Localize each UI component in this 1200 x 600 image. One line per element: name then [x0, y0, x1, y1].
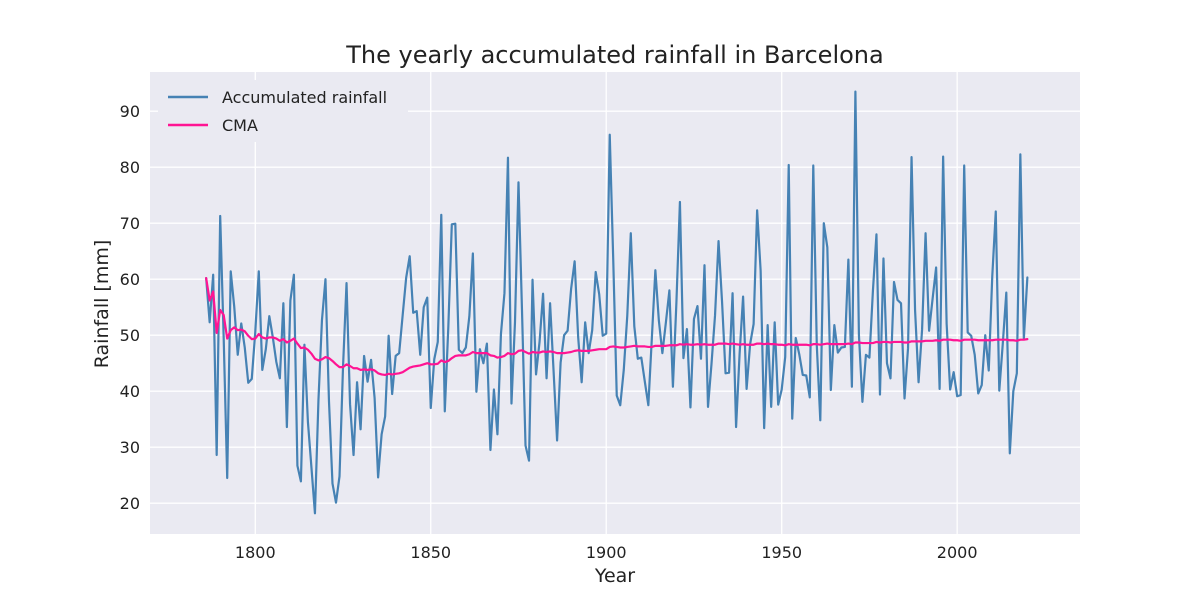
y-tick-label: 20 [120, 494, 140, 513]
y-tick-label: 50 [120, 326, 140, 345]
chart-title: The yearly accumulated rainfall in Barce… [345, 41, 883, 69]
legend-label-cma: CMA [222, 116, 258, 135]
x-tick-label: 2000 [937, 543, 978, 562]
legend-label-accumulated-rainfall: Accumulated rainfall [222, 88, 387, 107]
x-tick-label: 1950 [761, 543, 802, 562]
series-lines [205, 90, 1029, 515]
y-tick-label: 40 [120, 382, 140, 401]
x-axis-label: Year [594, 565, 635, 587]
x-tick-label: 1800 [235, 543, 276, 562]
series-line-cma [205, 276, 1029, 377]
x-tick-label: 1850 [410, 543, 451, 562]
legend: Accumulated rainfall CMA [158, 80, 408, 142]
tick-labels: 1800 1850 1900 1950 2000 20 30 40 50 60 70 80 90 [120, 102, 978, 562]
y-tick-label: 30 [120, 438, 140, 457]
y-axis-label: Rainfall [mm] [91, 240, 113, 369]
y-tick-label: 60 [120, 270, 140, 289]
x-tick-label: 1900 [586, 543, 627, 562]
y-tick-label: 80 [120, 158, 140, 177]
y-tick-label: 90 [120, 102, 140, 121]
y-tick-label: 70 [120, 214, 140, 233]
legend-frame [158, 80, 408, 142]
